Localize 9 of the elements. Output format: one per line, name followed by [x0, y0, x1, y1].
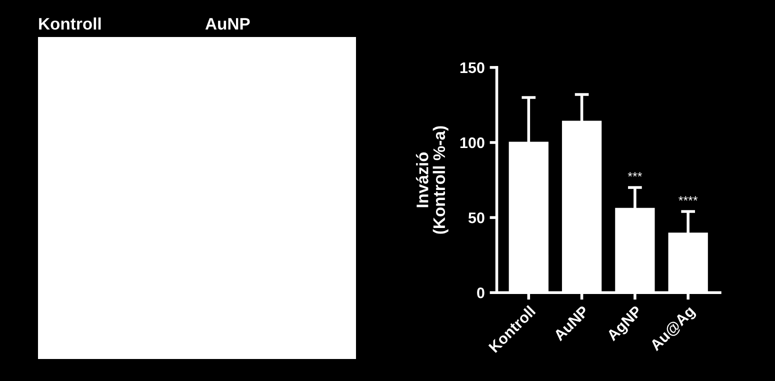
text: Kontroll [39, 17, 101, 30]
y-tick-label: 50 [468, 212, 484, 224]
y-axis-title: Invázió (Kontroll %-a) [416, 126, 448, 234]
y-tick-label: 150 [460, 62, 484, 74]
y-tick-label: 0 [477, 287, 484, 298]
annotation: **** [678, 196, 698, 201]
y-tick-label: 100 [460, 137, 484, 148]
annotation: *** [628, 172, 642, 177]
text: AuNP [205, 18, 250, 30]
